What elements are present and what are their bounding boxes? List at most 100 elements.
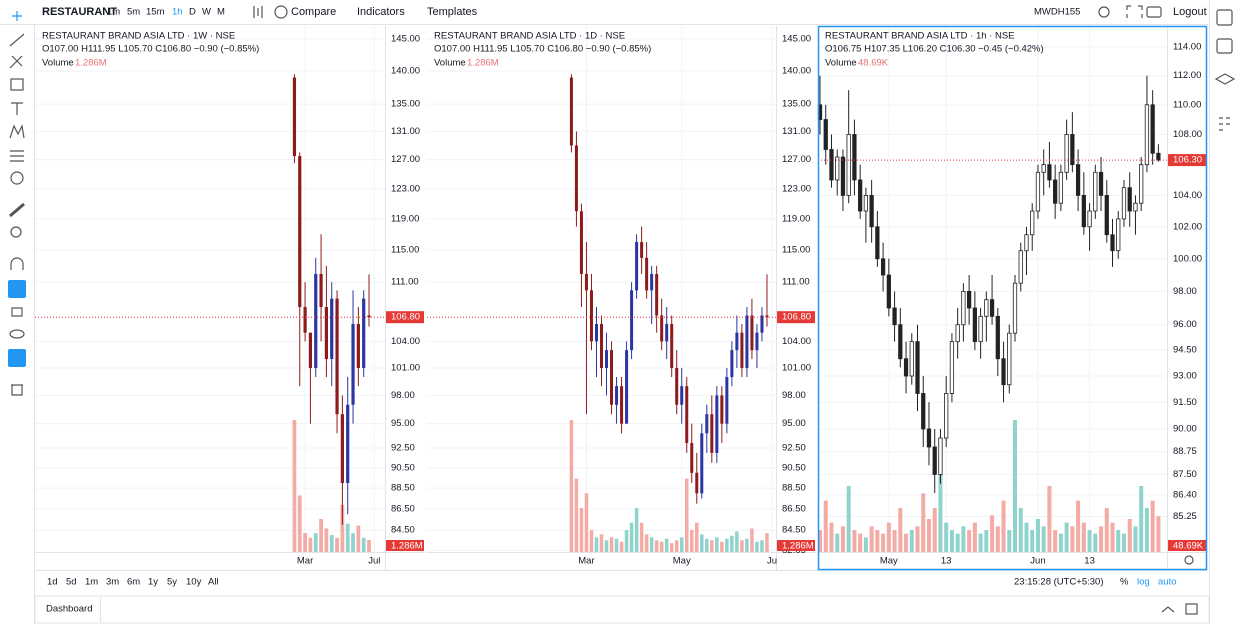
pattern-tool[interactable] bbox=[9, 124, 25, 139]
maximize-panel[interactable] bbox=[1185, 603, 1198, 615]
trendline-tool[interactable] bbox=[9, 33, 25, 47]
range-button[interactable]: All bbox=[208, 577, 219, 588]
interval-button[interactable]: 15m bbox=[146, 7, 165, 18]
zoom-tool[interactable] bbox=[10, 226, 22, 238]
interval-button[interactable]: M bbox=[217, 7, 225, 18]
candle-body bbox=[1007, 332, 1012, 386]
volume-bar bbox=[1064, 522, 1069, 552]
interval-button[interactable]: 1m bbox=[107, 7, 120, 18]
candle-body bbox=[630, 290, 634, 351]
collapse-panel[interactable] bbox=[1161, 606, 1175, 613]
interval-button[interactable]: D bbox=[189, 7, 196, 18]
icon-tool[interactable] bbox=[10, 171, 24, 185]
user-menu[interactable]: MWDH155 bbox=[1034, 7, 1080, 18]
y-tick-label: 88.75 bbox=[1173, 446, 1197, 457]
volume-bar bbox=[995, 526, 1000, 552]
y-tick-label: 145.00 bbox=[782, 34, 811, 45]
sync-tool[interactable] bbox=[8, 349, 26, 367]
candle-body bbox=[1116, 218, 1121, 252]
range-button[interactable]: 5y bbox=[167, 577, 177, 588]
candle-body bbox=[660, 315, 664, 342]
range-button[interactable]: 10y bbox=[186, 577, 202, 588]
candle-body bbox=[1081, 195, 1086, 228]
symbol-input[interactable]: RESTAURANT bbox=[42, 6, 117, 18]
interval-button[interactable]: 1h bbox=[172, 7, 183, 18]
candle-body bbox=[730, 350, 734, 378]
candle-body bbox=[665, 324, 669, 342]
volume-bar bbox=[725, 538, 729, 552]
candle-body bbox=[926, 428, 932, 448]
volume-bar bbox=[765, 533, 769, 552]
y-tick-label: 123.00 bbox=[391, 183, 420, 194]
axis-settings[interactable] bbox=[1184, 555, 1194, 565]
range-button[interactable]: 1d bbox=[47, 577, 58, 588]
candle-body bbox=[1087, 210, 1092, 228]
shape-tool[interactable] bbox=[10, 78, 24, 91]
indicators-button[interactable]: Indicators bbox=[357, 6, 405, 18]
draw-mode-tool[interactable] bbox=[8, 280, 26, 298]
range-button[interactable]: 1y bbox=[148, 577, 158, 588]
candle-body bbox=[720, 395, 724, 424]
y-tick-label: 131.00 bbox=[391, 126, 420, 137]
measure-tool[interactable] bbox=[9, 202, 25, 218]
text-tool[interactable] bbox=[11, 102, 23, 115]
volume-bar bbox=[846, 486, 851, 552]
prediction-tool[interactable] bbox=[10, 150, 24, 162]
volume-bar bbox=[740, 540, 744, 552]
candle-body bbox=[690, 443, 694, 473]
volume-bar bbox=[669, 543, 674, 552]
y-tick-label: 93.00 bbox=[1173, 371, 1197, 382]
volume-bar bbox=[690, 530, 694, 552]
y-tick-label: 98.00 bbox=[782, 390, 806, 401]
visibility-tool[interactable] bbox=[9, 329, 25, 339]
last-price-label: 106.80 bbox=[782, 312, 811, 323]
volume-bar bbox=[892, 530, 897, 552]
compare-button[interactable]: Compare bbox=[291, 6, 336, 18]
range-button[interactable]: 5d bbox=[66, 577, 77, 588]
volume-bar bbox=[1116, 530, 1121, 552]
volume-bar bbox=[886, 522, 891, 552]
interval-button[interactable]: W bbox=[202, 7, 211, 18]
volume-bar bbox=[351, 533, 355, 552]
dashboard-tab[interactable]: Dashboard bbox=[46, 604, 92, 615]
volume-bar bbox=[949, 530, 954, 552]
data-window-button[interactable] bbox=[1219, 117, 1230, 131]
scale-button[interactable]: auto bbox=[1158, 577, 1177, 588]
scale-button[interactable]: log bbox=[1137, 577, 1150, 588]
settings-button[interactable] bbox=[1098, 6, 1110, 18]
volume-bar bbox=[984, 530, 989, 552]
pane-title: RESTAURANT BRAND ASIA LTD · 1W · NSE bbox=[42, 31, 235, 42]
crosshair-tool[interactable] bbox=[12, 11, 22, 21]
logout-button[interactable]: Logout bbox=[1173, 6, 1207, 18]
layers-button[interactable] bbox=[1214, 73, 1236, 85]
fullscreen-button[interactable] bbox=[1126, 5, 1143, 18]
range-button[interactable]: 1m bbox=[85, 577, 98, 588]
magnet-tool[interactable] bbox=[10, 257, 24, 270]
interval-button[interactable]: 5m bbox=[127, 7, 140, 18]
y-tick-label: 84.50 bbox=[391, 525, 415, 536]
candle-body bbox=[840, 156, 846, 196]
candle-body bbox=[685, 386, 689, 444]
alerts-button[interactable] bbox=[1216, 38, 1233, 54]
trash-tool[interactable] bbox=[11, 384, 23, 396]
x-tick-label: Mar bbox=[297, 556, 313, 567]
watchlist-button[interactable] bbox=[1216, 9, 1233, 26]
fib-tool[interactable] bbox=[9, 55, 23, 69]
y-tick-label: 119.00 bbox=[782, 213, 810, 224]
candle-body bbox=[932, 446, 937, 475]
templates-button[interactable]: Templates bbox=[427, 6, 478, 18]
scale-button[interactable]: % bbox=[1120, 577, 1129, 588]
lock-tool[interactable] bbox=[11, 307, 23, 317]
candle-body bbox=[1012, 282, 1018, 334]
volume-bar bbox=[644, 534, 649, 552]
chart-type-button[interactable] bbox=[253, 6, 263, 18]
volume-bar bbox=[909, 530, 914, 552]
volume-badge-label: 1.286M bbox=[782, 541, 814, 552]
y-tick-label: 86.50 bbox=[782, 503, 806, 514]
range-button[interactable]: 6m bbox=[127, 577, 140, 588]
volume-bar bbox=[904, 533, 909, 552]
snapshot-button[interactable] bbox=[1146, 6, 1162, 18]
volume-bar bbox=[664, 538, 669, 552]
range-button[interactable]: 3m bbox=[106, 577, 119, 588]
